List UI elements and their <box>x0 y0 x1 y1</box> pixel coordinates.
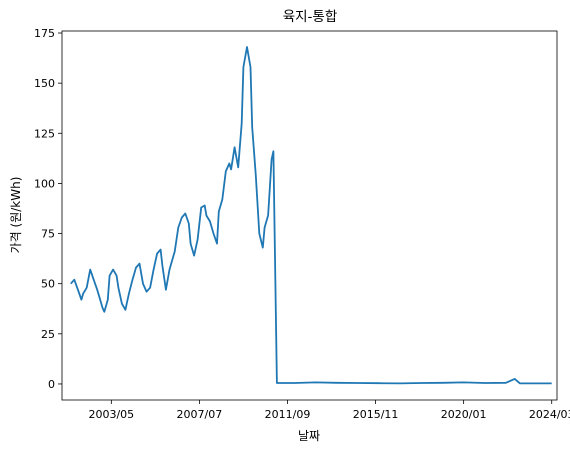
x-axis-label: 날짜 <box>298 429 320 443</box>
x-tick-label: 2003/05 <box>88 408 134 421</box>
x-tick-label: 2020/01 <box>441 408 487 421</box>
y-tick-label: 75 <box>41 228 55 241</box>
y-tick-label: 50 <box>41 278 55 291</box>
y-axis: 0 25 50 75 100 125 150 175 <box>34 27 62 391</box>
x-tick-label: 2024/03 <box>529 408 570 421</box>
y-tick-label: 150 <box>34 77 55 90</box>
y-tick-label: 125 <box>34 127 55 140</box>
series-line <box>70 46 552 385</box>
y-tick-label: 0 <box>48 378 55 391</box>
x-tick-label: 2011/09 <box>265 408 311 421</box>
plot-area <box>61 30 558 401</box>
x-axis: 2003/05 2007/07 2011/09 2015/11 2020/01 2024/… <box>88 400 570 421</box>
y-axis-label: 가격 (원/kWh) <box>9 177 23 254</box>
x-tick-label: 2007/07 <box>177 408 223 421</box>
y-tick-label: 175 <box>34 27 55 40</box>
y-tick-label: 100 <box>34 177 55 190</box>
x-tick-label: 2015/11 <box>353 408 399 421</box>
y-tick-label: 25 <box>41 328 55 341</box>
chart-title: 육지-통합 <box>283 9 338 25</box>
